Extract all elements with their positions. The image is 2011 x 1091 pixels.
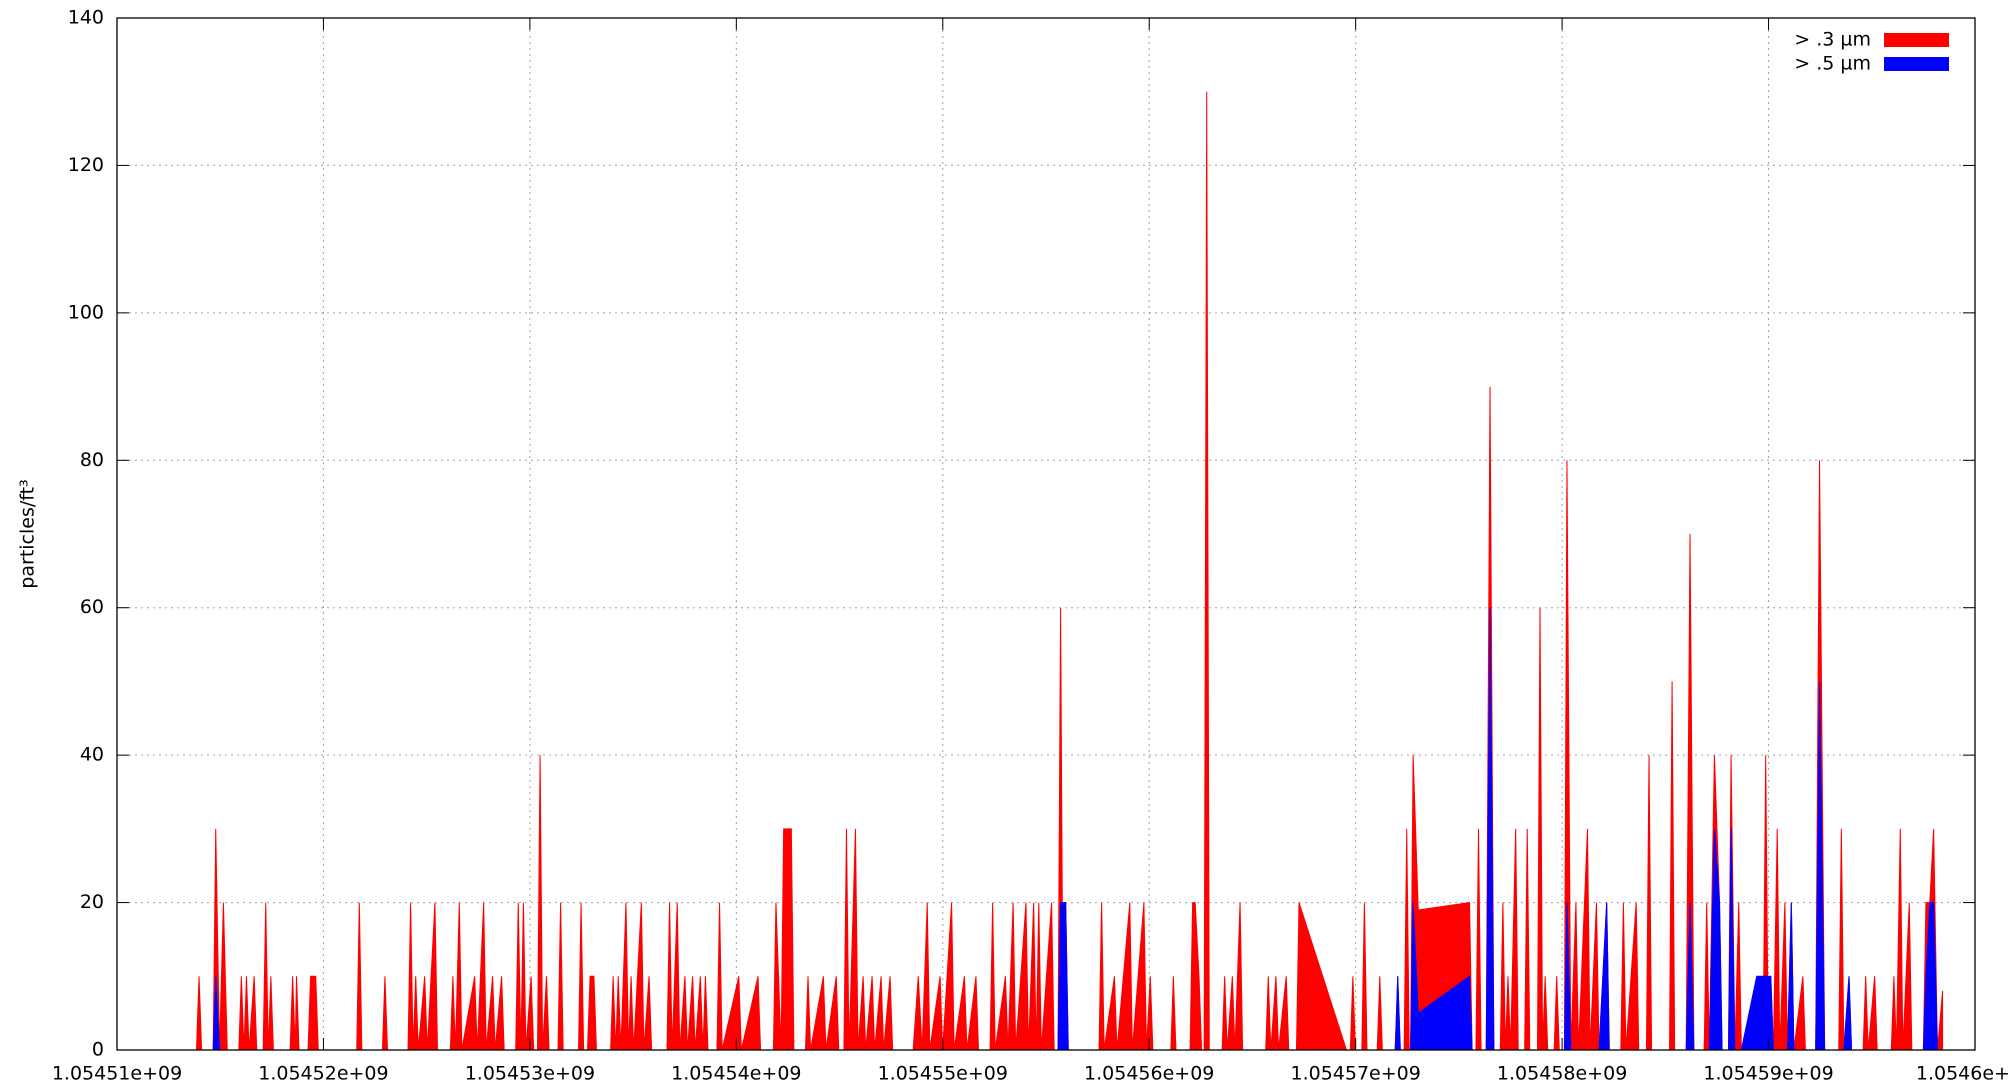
x-tick-label: 1.05453e+09 <box>465 1063 595 1085</box>
x-tick-label: 1.05451e+09 <box>52 1063 182 1085</box>
area <box>117 607 1943 1051</box>
x-tick-label: 1.05457e+09 <box>1290 1063 1420 1085</box>
x-tick-label: 1.05456e+09 <box>1084 1063 1214 1085</box>
y-tick-label: 80 <box>80 449 104 471</box>
x-tick-label: 1.0546e+09 <box>1916 1063 2011 1085</box>
y-tick-label: 120 <box>68 154 104 176</box>
y-tick-label: 0 <box>92 1039 104 1061</box>
y-axis-label: particles/ft³ <box>17 479 39 588</box>
x-tick-label: 1.05452e+09 <box>258 1063 388 1085</box>
y-tick-label: 140 <box>68 7 104 29</box>
legend-label: > .5 µm <box>1794 53 1871 75</box>
legend-swatch <box>1884 33 1949 47</box>
x-tick-label: 1.05454e+09 <box>671 1063 801 1085</box>
plot-frame <box>116 17 1976 1051</box>
y-tick-label: 60 <box>80 596 104 618</box>
y-tick-label: 40 <box>80 744 104 766</box>
y-tick-label: 20 <box>80 891 104 913</box>
x-tick-label: 1.05458e+09 <box>1497 1063 1627 1085</box>
legend-swatch <box>1884 57 1949 71</box>
legend-label: > .3 µm <box>1794 29 1871 51</box>
area <box>117 91 1944 1051</box>
x-tick-label: 1.05459e+09 <box>1703 1063 1833 1085</box>
y-tick-label: 100 <box>68 301 104 323</box>
x-tick-label: 1.05455e+09 <box>878 1063 1008 1085</box>
